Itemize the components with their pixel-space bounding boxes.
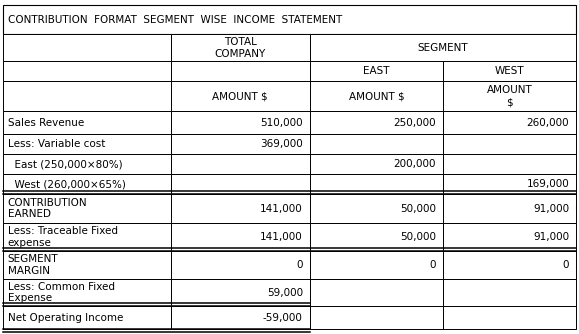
Text: 510,000: 510,000 (260, 118, 303, 128)
Bar (3, 134, 171, 154)
Bar (443, 154, 576, 174)
Text: -59,000: -59,000 (263, 313, 303, 323)
Text: 0: 0 (296, 260, 303, 270)
Text: 369,000: 369,000 (260, 139, 303, 149)
Text: 260,000: 260,000 (526, 118, 569, 128)
Bar (171, 34, 310, 61)
Text: SEGMENT
MARGIN: SEGMENT MARGIN (8, 254, 58, 276)
Bar (443, 194, 576, 223)
Text: AMOUNT $: AMOUNT $ (212, 92, 268, 102)
Bar (171, 112, 310, 134)
Text: 141,000: 141,000 (260, 232, 303, 242)
Text: 59,000: 59,000 (267, 288, 303, 298)
Text: 91,000: 91,000 (533, 232, 569, 242)
Bar (3, 154, 171, 174)
Bar (3, 223, 171, 252)
Text: 200,000: 200,000 (394, 159, 436, 169)
Text: CONTRIBUTION
EARNED: CONTRIBUTION EARNED (8, 198, 87, 219)
Text: 250,000: 250,000 (393, 118, 436, 128)
Text: TOTAL
COMPANY: TOTAL COMPANY (215, 37, 266, 59)
Text: SEGMENT: SEGMENT (417, 43, 468, 53)
Bar (3, 194, 171, 223)
Text: Net Operating Income: Net Operating Income (8, 313, 123, 323)
Text: 0: 0 (563, 260, 569, 270)
Text: WEST: WEST (494, 66, 525, 76)
Bar (443, 252, 576, 279)
Text: Less: Common Fixed
Expense: Less: Common Fixed Expense (8, 282, 115, 303)
Bar (171, 81, 310, 112)
Text: 0: 0 (430, 260, 436, 270)
Text: EAST: EAST (363, 66, 390, 76)
Bar (171, 174, 310, 194)
Bar (171, 154, 310, 174)
Bar (443, 112, 576, 134)
Text: AMOUNT $: AMOUNT $ (349, 92, 404, 102)
Text: Less: Traceable Fixed
expense: Less: Traceable Fixed expense (8, 226, 118, 248)
Bar (310, 154, 443, 174)
Text: 141,000: 141,000 (260, 204, 303, 214)
Bar (443, 174, 576, 194)
Bar (3, 252, 171, 279)
Bar (3, 112, 171, 134)
Bar (171, 252, 310, 279)
Bar (443, 223, 576, 252)
Bar (310, 306, 443, 329)
Bar (3, 306, 171, 329)
Bar (171, 194, 310, 223)
Bar (3, 279, 171, 306)
Bar (310, 34, 576, 61)
Bar (310, 112, 443, 134)
Bar (310, 81, 443, 112)
Bar (171, 223, 310, 252)
Bar (310, 174, 443, 194)
Bar (310, 194, 443, 223)
Bar (310, 61, 443, 81)
Bar (310, 252, 443, 279)
Text: East (250,000×80%): East (250,000×80%) (8, 159, 122, 169)
Bar (443, 306, 576, 329)
Bar (3, 34, 171, 61)
Text: Less: Variable cost: Less: Variable cost (8, 139, 105, 149)
Bar (310, 279, 443, 306)
Text: 50,000: 50,000 (400, 232, 436, 242)
Text: West (260,000×65%): West (260,000×65%) (8, 179, 126, 189)
Bar (171, 134, 310, 154)
Text: 50,000: 50,000 (400, 204, 436, 214)
Bar (171, 61, 310, 81)
Bar (443, 134, 576, 154)
Bar (171, 306, 310, 329)
Text: AMOUNT
$: AMOUNT $ (486, 85, 533, 108)
Text: CONTRIBUTION  FORMAT  SEGMENT  WISE  INCOME  STATEMENT: CONTRIBUTION FORMAT SEGMENT WISE INCOME … (8, 15, 342, 25)
Bar (310, 134, 443, 154)
Bar (3, 5, 576, 34)
Bar (443, 61, 576, 81)
Bar (443, 279, 576, 306)
Bar (443, 81, 576, 112)
Bar (3, 61, 171, 81)
Bar (3, 174, 171, 194)
Bar (310, 223, 443, 252)
Text: Sales Revenue: Sales Revenue (8, 118, 84, 128)
Bar (171, 279, 310, 306)
Text: 91,000: 91,000 (533, 204, 569, 214)
Text: 169,000: 169,000 (526, 179, 569, 189)
Bar (3, 81, 171, 112)
